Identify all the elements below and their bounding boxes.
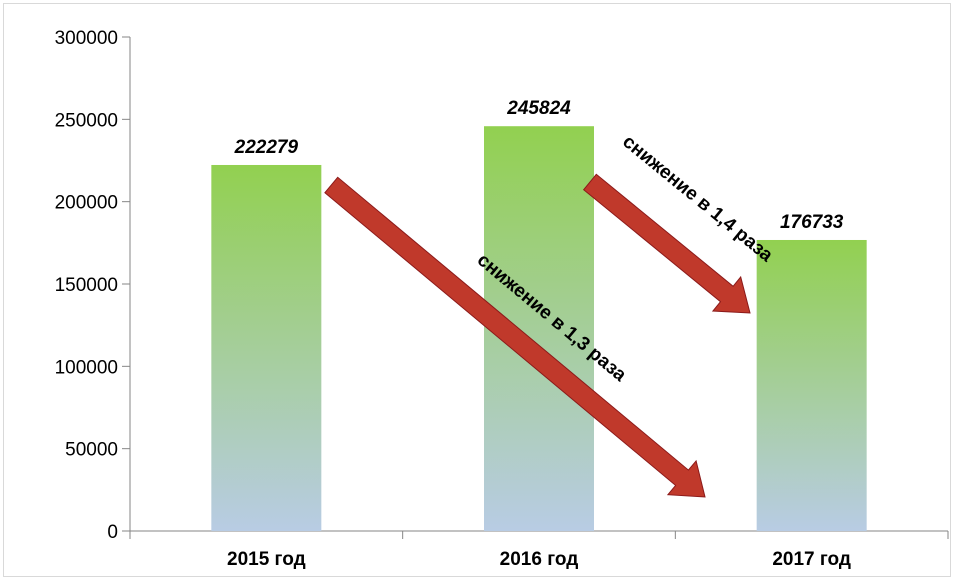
y-tick-label: 100000	[55, 357, 118, 378]
y-tick-label: 150000	[55, 275, 118, 296]
bar-data-label: 245824	[506, 98, 571, 119]
x-category-label: 2016 год	[500, 549, 579, 570]
bar	[211, 164, 322, 531]
y-tick-label: 50000	[65, 440, 118, 461]
y-tick-label: 250000	[55, 110, 118, 131]
decrease-arrow-2016-2017	[582, 173, 751, 314]
x-category-label: 2017 год	[772, 549, 851, 570]
bar-data-label: 222279	[234, 137, 299, 158]
x-category-label: 2015 год	[227, 549, 306, 570]
y-tick-label: 200000	[55, 193, 118, 214]
bar	[756, 239, 867, 531]
bar-data-label: 176733	[780, 212, 844, 233]
y-tick-label: 300000	[55, 28, 118, 49]
y-tick-label: 0	[107, 522, 118, 543]
decrease-arrow-2015-2017	[324, 176, 706, 498]
annotation-decrease-1-4: снижение в 1,4 раза	[618, 131, 777, 266]
